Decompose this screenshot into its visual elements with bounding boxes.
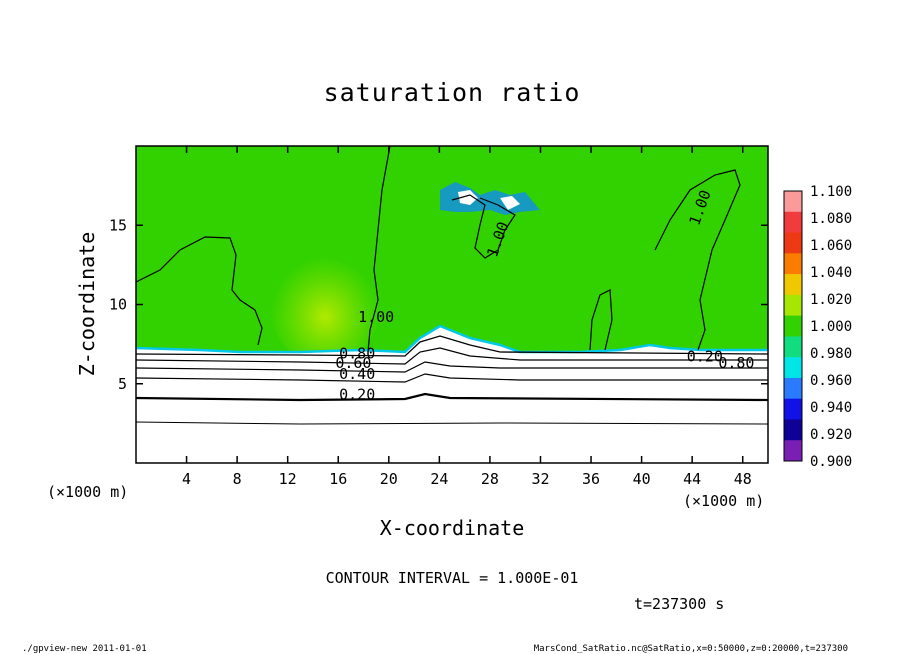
x-tick-label: 48 [734,470,752,488]
plot-area [136,146,768,463]
colorbar: 1.100 1.080 1.060 1.040 1.020 1.000 0.980 0.960… [783,184,852,470]
contour-label: 0.60 [335,354,371,372]
footer-left: ./gpview-new 2011-01-01 [22,644,147,654]
colorbar-label: 0.980 [810,346,852,362]
y-tick-label: 10 [109,296,127,314]
x-tick-label: 44 [683,470,701,488]
x-tick-label: 32 [531,470,549,488]
colorbar-label: 1.040 [810,265,852,281]
x-unit-label-left: (×1000 m) [47,483,128,501]
x-axis-ticks: 4 8 12 16 20 24 28 32 36 40 44 48 [182,146,752,488]
footer-right: MarsCond_SatRatio.nc@SatRatio,x=0:50000,… [534,644,848,654]
stratified-contours [136,335,768,425]
contour-label: 0.80 [339,344,375,362]
warm-region [270,245,380,365]
x-tick-label: 8 [233,470,242,488]
colorbar-swatch [784,377,802,400]
y-axis-label: Z-coordinate [75,232,99,377]
colorbar-label: 1.060 [810,238,852,254]
colorbar-label: 0.900 [810,454,852,470]
contour-label: 0.20 [687,348,723,366]
x-tick-label: 36 [582,470,600,488]
colorbar-swatch [784,211,802,234]
colorbar-swatch [784,253,802,275]
x-tick-label: 4 [182,470,191,488]
contour-1-island [589,289,613,351]
x-axis-label: X-coordinate [380,516,525,540]
colorbar-swatch [784,398,802,420]
x-tick-label: 40 [633,470,651,488]
contour-1-right [654,169,741,351]
contour-label: 0.40 [339,365,375,383]
colorbar-label: 1.000 [810,319,852,335]
colorbar-swatch [784,232,802,254]
y-axis-ticks: 5 10 15 [109,216,768,393]
contour-label: 1.00 [358,308,394,326]
x-tick-label: 24 [430,470,448,488]
y-tick-label: 5 [118,375,127,393]
colorbar-swatch [784,274,802,296]
contour-1-mid [367,146,391,353]
colorbar-frame [783,190,803,462]
colorbar-swatch [784,419,802,441]
colorbar-swatch [784,315,802,337]
x-tick-label: 20 [380,470,398,488]
x-tick-label: 16 [329,470,347,488]
dry-patch [458,190,520,210]
x-unit-label-right: (×1000 m) [683,492,764,510]
colorbar-label: 0.940 [810,400,852,416]
colorbar-label: 0.920 [810,427,852,443]
chart-title: saturation ratio [324,78,581,107]
x-tick-label: 12 [279,470,297,488]
colorbar-swatch [784,440,802,462]
contour-label: 0.80 [718,354,754,372]
colorbar-swatch [784,336,802,358]
contour-interval-text: CONTOUR INTERVAL = 1.000E-01 [326,569,579,587]
y-tick-label: 15 [109,216,127,234]
contour-label: 0.20 [339,386,375,404]
colorbar-swatch [784,357,802,379]
colorbar-label: 0.960 [810,373,852,389]
low-sat-patch [440,182,540,215]
colorbar-swatch [784,191,802,213]
contour-1-left [136,236,263,346]
colorbar-label: 1.080 [810,211,852,227]
contour-1-top [451,194,516,259]
colorbar-label: 1.020 [810,292,852,308]
colorbar-label: 1.100 [810,184,852,200]
moist-edge-line [136,324,768,354]
x-tick-label: 28 [481,470,499,488]
colorbar-swatch [784,294,802,317]
time-text: t=237300 s [634,595,724,613]
